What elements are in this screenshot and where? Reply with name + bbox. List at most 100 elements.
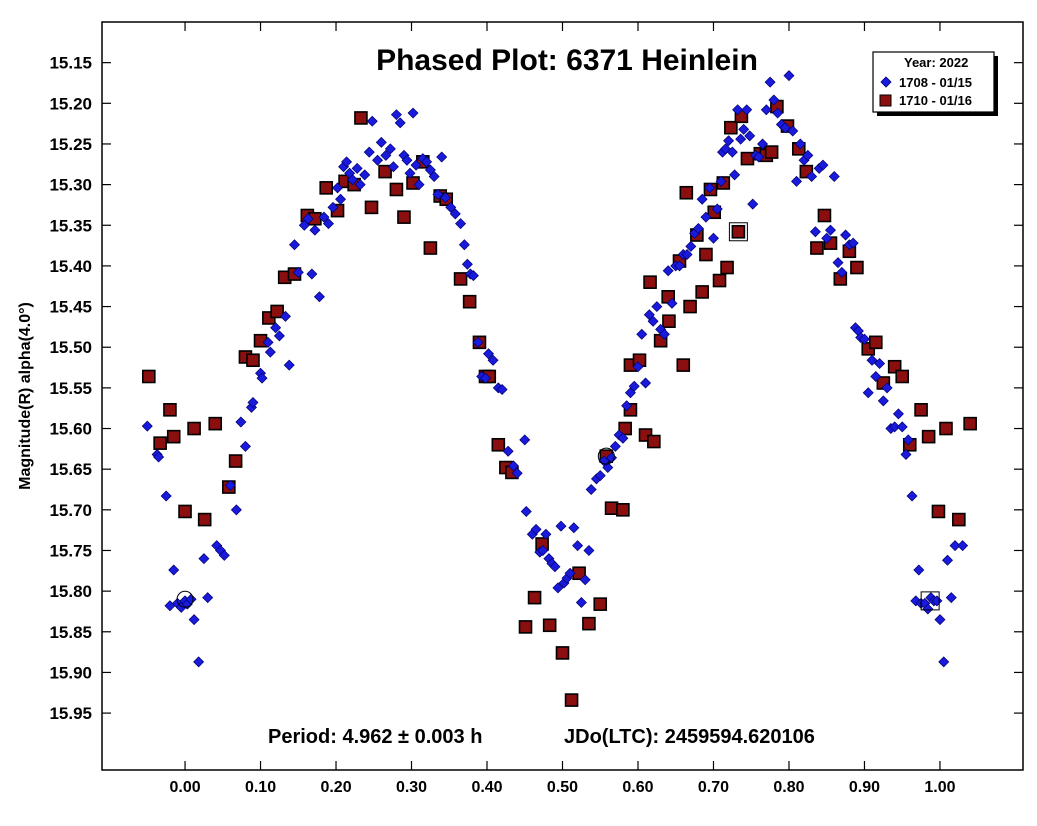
data-point-diamond (341, 156, 353, 168)
legend-label-series-1: 1708 - 01/15 (899, 75, 972, 90)
data-point-diamond (449, 208, 461, 220)
data-point-diamond (681, 249, 693, 261)
data-point-diamond (224, 479, 236, 491)
y-tick-label: 15.70 (49, 501, 92, 520)
data-point-diamond (662, 265, 674, 277)
data-point-diamond (572, 540, 584, 552)
data-point-diamond (480, 372, 491, 384)
data-point-diamond (735, 133, 747, 145)
data-point-diamond (583, 544, 595, 556)
data-point-diamond (806, 170, 818, 182)
data-point-diamond (715, 175, 727, 187)
data-point-diamond (949, 540, 961, 552)
data-point-diamond (202, 592, 214, 604)
data-point-diamond (335, 193, 347, 205)
data-point-square (914, 403, 928, 417)
data-point-diamond (874, 357, 886, 369)
data-point-diamond (309, 224, 321, 236)
data-point-diamond (160, 490, 172, 502)
x-tick-label: 0.90 (849, 779, 880, 796)
x-tick-label: 0.20 (320, 779, 351, 796)
data-point-diamond (791, 175, 803, 187)
data-point-diamond (832, 257, 844, 269)
data-point-diamond (934, 614, 946, 626)
x-tick-label: 0.10 (245, 779, 276, 796)
data-point-diamond (354, 179, 366, 191)
data-point-square (963, 416, 977, 431)
data-point-square (618, 421, 632, 436)
data-point-diamond (390, 109, 402, 121)
data-point-diamond (387, 161, 399, 173)
data-point-diamond (840, 229, 852, 241)
data-point-diamond (351, 162, 363, 174)
data-point-diamond (794, 138, 806, 150)
data-point-diamond (617, 432, 629, 444)
data-point-diamond (461, 258, 473, 270)
data-point-diamond (696, 193, 708, 205)
data-point-square (699, 247, 713, 262)
data-point-diamond (230, 504, 242, 516)
data-point-diamond (902, 434, 914, 446)
period-annotation: Period: 4.962 ± 0.003 h (268, 726, 482, 748)
data-point-diamond (942, 554, 954, 566)
data-point-diamond (262, 336, 274, 348)
data-point-diamond (692, 223, 704, 235)
data-point-square (354, 111, 368, 125)
data-point-diamond (674, 260, 686, 272)
data-point-square (246, 353, 260, 368)
highlight-circle (176, 590, 194, 608)
legend: Year: 2022 1708 - 01/15 1710 - 01/16 (872, 51, 998, 116)
x-tick-label: 0.00 (169, 779, 200, 796)
x-tick-label: 0.80 (773, 779, 804, 796)
y-tick-label: 15.55 (49, 379, 92, 398)
data-point-square (166, 429, 181, 444)
data-point-diamond (519, 434, 531, 446)
data-point-square (423, 241, 438, 255)
data-point-diamond (802, 149, 814, 161)
x-tick-label: 0.70 (698, 779, 729, 796)
data-point-square (662, 314, 676, 329)
data-point-diamond (647, 315, 659, 327)
data-point-square (153, 436, 167, 450)
x-tick-label: 0.50 (547, 779, 578, 796)
data-point-diamond (889, 421, 901, 433)
data-point-diamond (306, 268, 318, 280)
data-point-square (643, 275, 657, 289)
data-point-diamond (892, 408, 904, 420)
data-point-square (850, 260, 864, 275)
data-point-square (817, 208, 832, 223)
data-point-diamond (455, 218, 467, 230)
data-point-diamond (636, 328, 648, 340)
data-point-square (582, 616, 596, 631)
data-point-square (647, 434, 661, 449)
x-tick-label: 0.60 (622, 779, 653, 796)
data-point-square (555, 646, 570, 660)
data-point-diamond (768, 94, 780, 106)
data-point-square (868, 335, 883, 350)
legend-box (872, 51, 995, 113)
data-point-diamond (564, 567, 576, 579)
data-point-diamond (436, 151, 448, 163)
data-point-diamond (760, 104, 772, 116)
data-point-square (187, 421, 201, 436)
chart-title: Phased Plot: 6371 Heinlein (376, 44, 758, 77)
data-point-square (676, 358, 691, 372)
data-point-square (712, 273, 727, 288)
data-point-diamond (640, 377, 652, 389)
data-point-diamond (384, 143, 396, 155)
y-tick-label: 15.35 (49, 216, 92, 235)
data-point-diamond (764, 76, 776, 88)
y-tick-label: 15.15 (49, 54, 92, 73)
data-point-diamond (628, 380, 640, 392)
data-point-diamond (375, 136, 387, 148)
data-point-square (952, 512, 966, 527)
data-point-diamond (847, 237, 859, 249)
data-point-diamond (404, 167, 416, 179)
data-point-diamond (292, 266, 304, 278)
data-point-diamond (753, 151, 765, 163)
data-point-diamond (413, 179, 425, 191)
data-point-diamond (432, 188, 444, 200)
data-point-diamond (896, 421, 908, 433)
y-tick-label: 15.20 (49, 94, 92, 113)
data-point-square (593, 597, 608, 611)
